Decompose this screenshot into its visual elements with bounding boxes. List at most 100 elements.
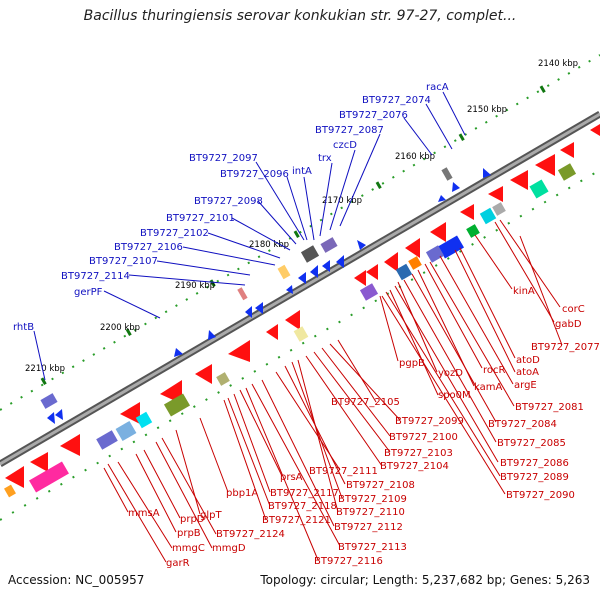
accession-text: Accession: NC_005957 xyxy=(8,573,145,587)
tick-label: 2200 kbp xyxy=(100,323,140,333)
gene-arrow xyxy=(310,265,318,278)
gene-arrow xyxy=(535,154,555,176)
gene-arrow xyxy=(405,238,420,258)
gene-label: BT9727_2102 xyxy=(140,228,209,239)
gene-label-yozD: yozD xyxy=(438,368,463,379)
gene-arrow xyxy=(120,402,140,424)
gene-label: BT9727_2077 xyxy=(531,342,600,353)
gene-arrow xyxy=(488,186,503,202)
gene-label-argE: argE xyxy=(514,380,537,391)
gene-label-kinA: kinA xyxy=(513,286,535,297)
gene-arrow xyxy=(336,255,344,268)
genome-backbone-highlight xyxy=(0,112,600,466)
gene-label: BT9727_2086 xyxy=(500,458,569,469)
gene-label-kamA: kamA xyxy=(474,382,502,393)
gene-arrow xyxy=(60,434,80,456)
gene-label: BT9727_2089 xyxy=(500,472,569,483)
gene-label: BT9727_2111 xyxy=(309,466,378,477)
gene-label-prpB: prpB xyxy=(177,528,201,539)
gene-label: BT9727_2106 xyxy=(114,242,183,253)
gene-label-spo0M: spo0M xyxy=(438,390,471,401)
map-title: Bacillus thuringiensis serovar konkukian… xyxy=(83,8,517,24)
gene-arrow xyxy=(357,240,366,250)
gene-label: BT9727_2121 xyxy=(262,515,331,526)
gene-label: BT9727_2096 xyxy=(220,169,289,180)
gene-label-mmgC: mmgC xyxy=(172,543,205,554)
gene-label-gerPF: gerPF xyxy=(74,287,103,298)
tick-label: 2170 kbp xyxy=(322,196,362,206)
gene-arrow xyxy=(384,252,398,272)
gene-arrow xyxy=(366,264,378,280)
gene-label: BT9727_2084 xyxy=(488,419,557,430)
gene-arrow xyxy=(285,310,300,330)
gene-label: BT9727_2103 xyxy=(384,448,453,459)
tick-label: 2180 kbp xyxy=(249,240,289,250)
gene-label: BT9727_2100 xyxy=(389,432,458,443)
tick-label: 2150 kbp xyxy=(467,105,507,115)
gene-label-corC: corC xyxy=(562,304,585,315)
gene-label: BT9727_2113 xyxy=(338,542,407,553)
gene-label: BT9727_2114 xyxy=(61,271,130,282)
gene-label-atoD: atoD xyxy=(516,355,540,366)
major-ticks xyxy=(40,85,546,385)
gene-arrow xyxy=(560,142,574,158)
gene-label-garR: garR xyxy=(166,558,190,569)
gene-label: BT9727_2116 xyxy=(314,556,383,567)
gene-label: BT9727_2124 xyxy=(216,529,285,540)
gene-label: BT9727_2087 xyxy=(315,125,384,136)
gene-arrow xyxy=(30,452,48,472)
gene-arrow xyxy=(510,170,528,190)
gene-label-gabD: gabD xyxy=(555,319,582,330)
gene-label-prpD: prpD xyxy=(180,514,205,525)
gene-arrow xyxy=(195,364,212,384)
gene-label-prsA: prsA xyxy=(280,472,303,483)
gene-label: BT9727_2104 xyxy=(380,461,449,472)
topology-summary: Topology: circular; Length: 5,237,682 bp… xyxy=(260,573,590,587)
gene-label-rocR: rocR xyxy=(483,365,506,376)
forward-gene-blocks xyxy=(4,163,577,498)
gene-arrow xyxy=(255,302,263,314)
gene-label: BT9727_2074 xyxy=(362,95,431,106)
gene-arrow xyxy=(438,195,446,202)
gene-arrow xyxy=(245,306,252,318)
forward-genes xyxy=(5,124,600,488)
gene-label-racA: racA xyxy=(426,82,449,93)
gene-label-mmsA: mmsA xyxy=(128,508,160,519)
gene-label: BT9727_2081 xyxy=(515,402,584,413)
reverse-gene-blocks xyxy=(40,167,465,409)
gene-label: BT9727_2112 xyxy=(334,522,403,533)
gene-arrow xyxy=(55,409,63,420)
scale-line-outer xyxy=(0,54,600,411)
reverse-genes xyxy=(47,168,491,424)
gene-arrow xyxy=(322,260,330,272)
gene-arrow xyxy=(430,222,446,242)
gene-arrow xyxy=(208,330,216,340)
gene-arrow xyxy=(47,412,55,424)
gene-label: BT9727_2108 xyxy=(346,480,415,491)
gene-label-atoA: atoA xyxy=(516,367,539,378)
gene-label: BT9727_2099 xyxy=(395,416,464,427)
gene-arrow xyxy=(5,466,24,488)
gene-label-czcD: czcD xyxy=(333,140,357,151)
gene-label-pbp1A: pbp1A xyxy=(226,488,258,499)
gene-label: BT9727_2076 xyxy=(339,110,408,121)
tick-label: 2160 kbp xyxy=(395,152,435,162)
tick-label: 2190 kbp xyxy=(175,281,215,291)
gene-label: BT9727_2098 xyxy=(194,196,263,207)
top-leader-lines xyxy=(33,91,466,381)
gene-arrow xyxy=(266,324,278,340)
gene-label: BT9727_2105 xyxy=(331,397,400,408)
gene-arrow xyxy=(354,270,366,286)
gene-arrow xyxy=(174,348,183,357)
gene-label: BT9727_2090 xyxy=(506,490,575,501)
gene-arrow xyxy=(483,168,491,178)
gene-label-rhtB: rhtB xyxy=(13,322,34,333)
gene-arrow xyxy=(286,285,293,294)
gene-label: BT9727_2117 xyxy=(270,488,339,499)
gene-label: BT9727_2085 xyxy=(497,438,566,449)
bottom-leader-lines xyxy=(103,219,563,563)
gene-label: BT9727_2109 xyxy=(338,494,407,505)
gene-arrow xyxy=(298,272,306,284)
gene-label-trx: trx xyxy=(318,153,332,164)
